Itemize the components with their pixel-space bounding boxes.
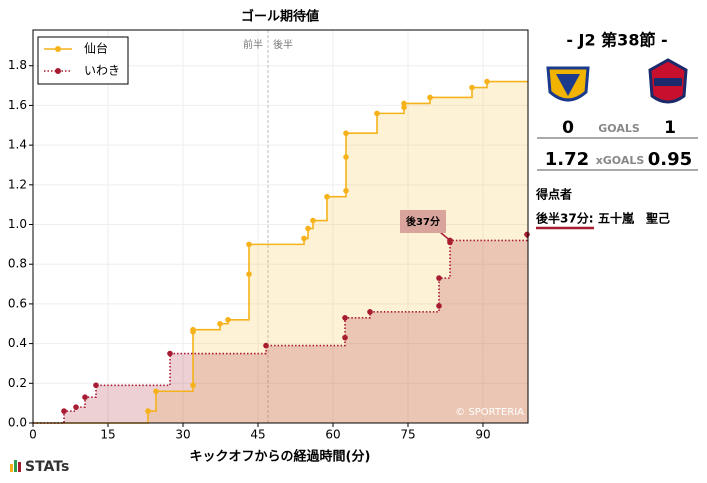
point: [225, 316, 231, 323]
annotation: 後37分: [406, 215, 440, 228]
halftime-label: 後半: [273, 38, 293, 51]
point: [301, 235, 307, 242]
step-line: [33, 233, 528, 424]
watermark: © SPORTERIA: [455, 407, 524, 418]
point: [61, 408, 67, 414]
x-tick-label: 15: [100, 428, 115, 442]
plot-frame: [32, 29, 529, 424]
y-tick-label: 0.2: [8, 376, 27, 390]
y-tick-label: 1.4: [8, 138, 27, 152]
scorers-title: 得点者: [535, 187, 572, 202]
away-logo: [648, 58, 688, 104]
annotation-box: [400, 210, 446, 233]
round: - J2 第38節 -: [566, 31, 667, 50]
away-xg: 0.95: [648, 149, 692, 170]
point: [524, 231, 530, 238]
point: [167, 350, 173, 357]
point: [436, 275, 442, 281]
point: [310, 217, 316, 224]
goals-label: GOALS: [598, 122, 640, 135]
chart-title: ゴール期待値: [241, 9, 319, 25]
point: [342, 315, 348, 321]
scorer-time: 後半37分:: [536, 211, 594, 226]
point: [73, 404, 79, 410]
point: [436, 303, 442, 309]
point: [93, 382, 99, 389]
y-tick-label: 0.0: [8, 416, 27, 430]
area: [33, 234, 528, 423]
point: [263, 342, 269, 349]
y-tick-label: 1.0: [8, 217, 27, 231]
x-tick-label: 90: [475, 428, 490, 442]
x-tick-label: 60: [325, 428, 340, 442]
y-tick-label: 0.4: [8, 336, 27, 350]
point: [374, 110, 380, 117]
point: [343, 154, 349, 160]
point: [343, 187, 349, 194]
point: [305, 225, 311, 232]
legend-box: [37, 36, 129, 85]
legend-marker: [55, 46, 61, 52]
y-tick-label: 1.6: [8, 98, 27, 112]
home-xg: 1.72: [545, 149, 589, 170]
point: [469, 84, 475, 91]
y-tick-label: 0.6: [8, 296, 27, 310]
point: [343, 130, 349, 137]
y-tick-label: 1.8: [8, 58, 27, 72]
annotation-arrow: [439, 231, 451, 241]
brand-logo: [10, 460, 21, 472]
point: [427, 94, 433, 101]
legend-label: いわき: [84, 64, 120, 78]
y-tick-label: 0.8: [8, 257, 27, 271]
point: [246, 271, 252, 277]
y-tick-label: 1.2: [8, 177, 27, 191]
point: [401, 100, 407, 107]
point: [190, 382, 196, 389]
x-axis-label: キックオフからの経過時間(分): [190, 449, 371, 465]
scorer-name: 五十嵐 聖己: [598, 211, 670, 226]
xg-label: xGOALS: [596, 154, 645, 167]
point: [217, 320, 223, 327]
point: [324, 193, 330, 200]
legend-marker: [55, 68, 61, 74]
point: [82, 394, 88, 400]
x-tick-label: 45: [250, 428, 265, 442]
point: [342, 334, 348, 341]
point: [145, 408, 151, 414]
home-goals: 0: [562, 118, 574, 138]
area: [33, 81, 528, 423]
x-tick-label: 30: [175, 428, 190, 442]
x-tick-label: 0: [29, 428, 37, 442]
point: [367, 309, 373, 315]
point: [190, 326, 196, 333]
brand: STATs: [25, 459, 69, 475]
legend-label: 仙台: [84, 41, 108, 56]
x-tick-label: 75: [400, 428, 415, 442]
halftime-label: 前半: [243, 38, 263, 51]
point: [246, 241, 252, 248]
point: [153, 388, 159, 395]
point: [484, 78, 490, 85]
away-goals: 1: [664, 118, 676, 138]
home-logo: [546, 66, 590, 102]
point: [401, 104, 407, 111]
